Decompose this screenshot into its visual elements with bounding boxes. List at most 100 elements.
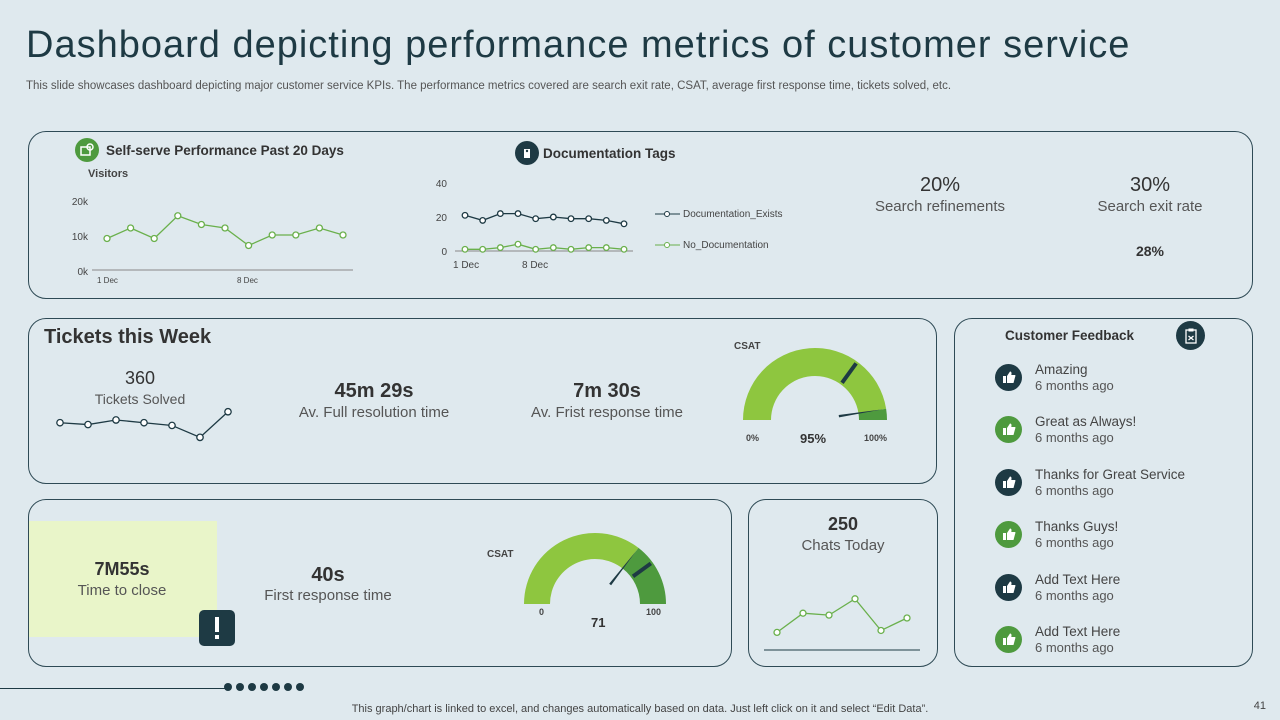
chats-point xyxy=(799,609,807,617)
no-documentation-point xyxy=(479,245,487,253)
tickets-title: Tickets this Week xyxy=(44,326,212,348)
chats-point xyxy=(903,614,911,622)
y-tick-label: 0 xyxy=(441,247,447,258)
no-documentation-point xyxy=(461,245,469,253)
feedback-item-title: Thanks for Great Service xyxy=(1035,466,1186,482)
x-tick-label: 8 Dec xyxy=(237,276,258,285)
dot xyxy=(272,683,280,691)
dot xyxy=(296,683,304,691)
csat2-label: CSAT xyxy=(487,549,514,560)
x-tick-label: 8 Dec xyxy=(522,260,548,271)
search-extra-value: 28% xyxy=(1135,243,1165,259)
dot xyxy=(224,683,232,691)
no-documentation-point xyxy=(620,245,628,253)
csat-gauge xyxy=(743,348,887,420)
documentation-exists-point xyxy=(567,215,575,223)
visitors-point xyxy=(268,231,276,239)
no-documentation-point xyxy=(549,244,557,252)
thumbs-up-icon xyxy=(995,364,1022,391)
documentation-exists-point xyxy=(620,220,628,228)
search-exit-value: 30% xyxy=(1129,174,1171,196)
full-resolution-value: 45m 29s xyxy=(334,380,414,402)
visitors-point xyxy=(197,220,206,229)
visitors-point xyxy=(126,224,135,232)
footer-note: This graph/chart is linked to excel, and… xyxy=(351,703,929,715)
chats-sparkline xyxy=(764,595,920,651)
csat-label: CSAT xyxy=(734,341,761,352)
feedback-item-time: 6 months ago xyxy=(1035,587,1114,603)
x-tick-label: 1 Dec xyxy=(97,276,118,285)
first-response-label: Av. Frist response time xyxy=(531,404,683,421)
time-to-close-label: Time to close xyxy=(77,582,167,599)
doctags-title: Documentation Tags xyxy=(543,146,676,161)
csat2-max-label: 100 xyxy=(646,607,662,617)
csat2-value-text: 71 xyxy=(591,615,606,630)
gauge-needle xyxy=(838,409,883,418)
visitors-point xyxy=(103,234,111,243)
tickets-panel xyxy=(28,318,937,484)
documentation-exists-point xyxy=(461,211,469,219)
selfserve-ylabel: Visitors xyxy=(88,168,129,180)
csat-max-label: 100% xyxy=(864,433,888,443)
feedback-item-time: 6 months ago xyxy=(1035,640,1114,655)
time-to-close-value: 7M55s xyxy=(94,559,150,579)
documentation-exists-point xyxy=(479,216,487,224)
visitors-point xyxy=(315,224,324,232)
page-subtitle: This slide showcases dashboard depicting… xyxy=(26,80,952,92)
csat2-gauge xyxy=(524,533,666,604)
chats-point xyxy=(851,595,859,603)
dot xyxy=(236,683,244,691)
y-tick-label: 40 xyxy=(436,179,448,190)
x-tick-label: 1 Dec xyxy=(453,260,479,271)
tickets-point xyxy=(168,421,176,430)
chats-point xyxy=(877,626,885,635)
csat-min-label: 0% xyxy=(746,433,760,443)
documentation-exists-line xyxy=(464,212,625,225)
selfserve-chart: 20k 10k 0k 1 Dec 8 Dec xyxy=(72,197,353,285)
y-tick-label: 20k xyxy=(72,197,89,208)
selfserve-title: Self-serve Performance Past 20 Days xyxy=(106,143,344,158)
tickets-point xyxy=(224,407,232,416)
thumbs-up-icon xyxy=(995,626,1022,653)
dot xyxy=(248,683,256,691)
first-response-value: 7m 30s xyxy=(573,380,641,402)
clipboard-icon xyxy=(1176,321,1205,350)
gauge-marker xyxy=(631,561,652,578)
tickets-solved-value: 360 xyxy=(124,368,156,388)
no-documentation-point xyxy=(532,245,540,253)
feedback-item-time: 6 months ago xyxy=(1035,430,1114,446)
feedback-item-title: Add Text Here xyxy=(1035,624,1121,639)
dot xyxy=(260,683,268,691)
feedback-item-time: 6 months ago xyxy=(1035,378,1114,393)
first-response-time-label: First response time xyxy=(264,587,392,604)
visitors-point xyxy=(339,231,347,239)
feedback-item-title: Great as Always! xyxy=(1035,414,1137,430)
thumbs-up-icon xyxy=(995,468,1022,496)
page-number: 41 xyxy=(1253,700,1266,712)
documentation-exists-point xyxy=(514,210,522,218)
documentation-exists-point xyxy=(602,216,610,224)
tag-icon xyxy=(515,141,539,165)
no-documentation-point xyxy=(602,244,610,252)
no-documentation-point xyxy=(496,244,504,252)
search-exit-label: Search exit rate xyxy=(1097,198,1203,215)
gauge-remainder-arc xyxy=(858,408,887,420)
full-resolution-label: Av. Full resolution time xyxy=(298,404,450,421)
documentation-exists-point xyxy=(496,210,504,218)
legend-label-exists: Documentation_Exists xyxy=(683,209,783,220)
visitors-point xyxy=(221,224,229,232)
doctags-chart: 40 20 0 1 Dec 8 Dec Documentation_Exists… xyxy=(436,179,783,271)
chats-label: Chats Today xyxy=(801,537,885,554)
performance-icon xyxy=(75,138,99,162)
gauge-marker xyxy=(840,362,858,384)
dot xyxy=(284,683,292,691)
documentation-exists-point xyxy=(585,215,593,223)
thumbs-up-icon xyxy=(995,573,1022,601)
gauge-needle xyxy=(609,551,637,586)
tickets-point xyxy=(112,416,120,424)
documentation-exists-point xyxy=(549,213,557,221)
chats-panel xyxy=(748,499,938,667)
chats-point xyxy=(773,628,781,637)
feedback-item-time: 6 months ago xyxy=(1035,535,1114,551)
visitors-point xyxy=(150,234,158,243)
